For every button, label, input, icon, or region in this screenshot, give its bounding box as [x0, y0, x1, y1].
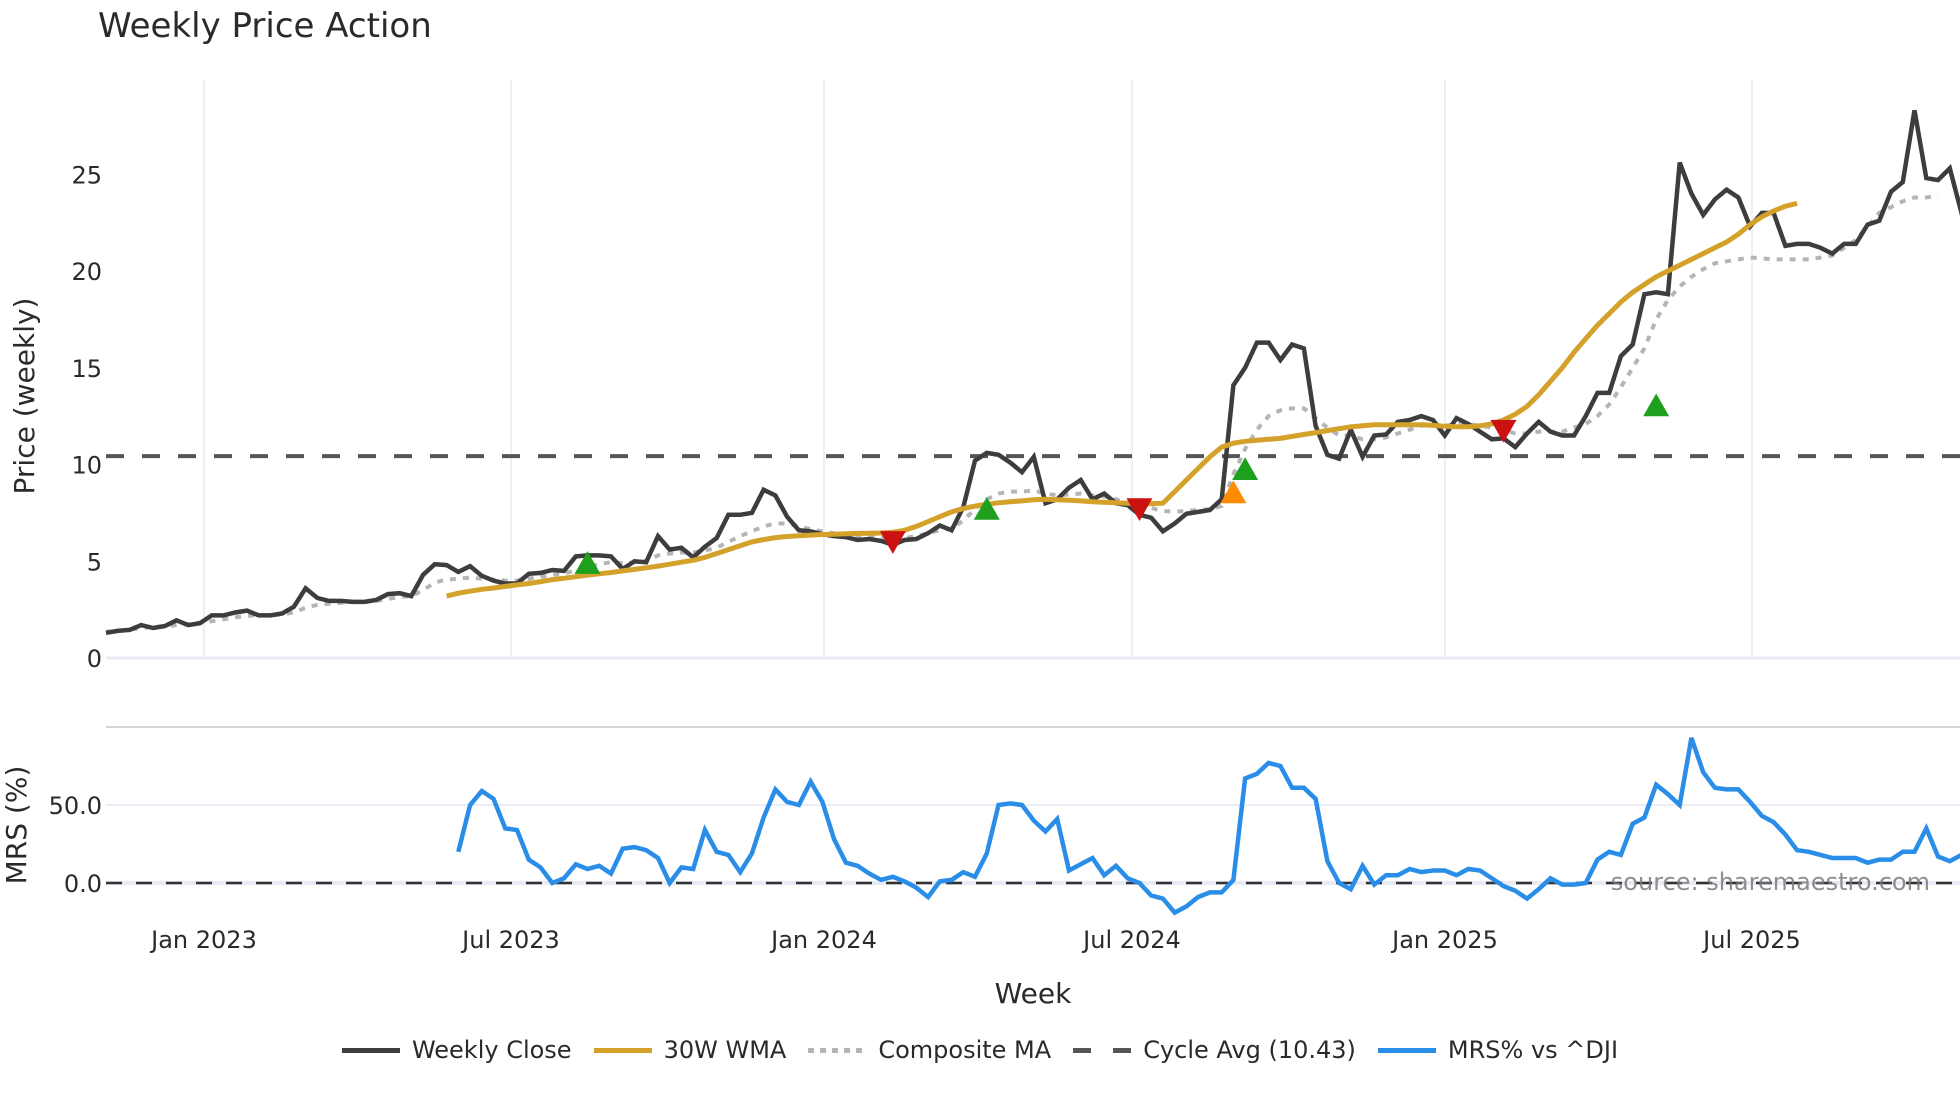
chart-legend: Weekly Close 30W WMA Composite MA Cycle Avg…	[0, 1036, 1960, 1064]
signal-markers	[574, 393, 1670, 574]
mrs-y-tick: 50.0	[49, 792, 102, 820]
legend-swatch-icon	[1073, 1047, 1132, 1053]
legend-swatch-icon	[341, 1047, 400, 1053]
legend-label: 30W WMA	[663, 1036, 787, 1064]
x-axis-ticks: Jan 2023 Jul 2023 Jan 2024 Jul 2024 Jan 2025…	[149, 926, 1801, 954]
buy-signal-triangle-up-icon	[973, 496, 1000, 520]
x-tick: Jan 2023	[149, 926, 257, 954]
buy-signal-triangle-up-icon	[1220, 480, 1247, 504]
source-watermark: source: sharemaestro.com	[1611, 868, 1930, 896]
x-axis-title: Week	[995, 977, 1072, 1010]
legend-label: Weekly Close	[411, 1036, 572, 1064]
chart-title: Weekly Price Action	[98, 6, 432, 46]
x-tick: Jul 2025	[1701, 926, 1801, 954]
price-y-tick: 20	[71, 258, 102, 286]
price-y-tick: 15	[71, 355, 102, 383]
mrs-y-tick: 0.0	[64, 870, 102, 898]
legend-item[interactable]: Weekly Close	[341, 1036, 572, 1064]
price-y-tick: 5	[87, 548, 102, 576]
x-tick: Jul 2023	[460, 926, 560, 954]
legend-label: Composite MA	[878, 1036, 1052, 1064]
legend-item[interactable]: Cycle Avg (10.43)	[1073, 1036, 1356, 1064]
price-panel-grid	[106, 80, 1960, 660]
legend-item[interactable]: 30W WMA	[593, 1036, 787, 1064]
x-tick: Jul 2024	[1081, 926, 1181, 954]
price-y-tick: 10	[71, 452, 102, 480]
price-y-axis-ticks: 0 5 10 15 20 25	[71, 161, 102, 673]
legend-swatch-icon	[808, 1047, 867, 1053]
buy-signal-triangle-up-icon	[1643, 393, 1670, 417]
mrs-line	[456, 737, 1960, 916]
sell-signal-triangle-down-icon	[879, 531, 906, 554]
price-series-lines	[105, 110, 1960, 636]
price-y-tick: 0	[87, 645, 102, 673]
legend-swatch-icon	[593, 1047, 652, 1053]
legend-item[interactable]: Composite MA	[808, 1036, 1051, 1064]
mrs-y-axis-title: MRS (%)	[0, 766, 33, 885]
price-y-axis-title: Price (weekly)	[8, 298, 41, 495]
x-tick: Jan 2024	[769, 926, 877, 954]
mrs-y-axis-ticks: 0.0 50.0	[49, 792, 102, 898]
x-tick: Jan 2025	[1390, 926, 1498, 954]
legend-label: Cycle Avg (10.43)	[1143, 1036, 1356, 1064]
sell-signal-triangle-down-icon	[1490, 419, 1517, 443]
legend-swatch-icon	[1377, 1047, 1436, 1053]
price-y-tick: 25	[71, 161, 102, 189]
mrs-series-lines	[106, 737, 1960, 916]
wma-30w-line	[445, 200, 1798, 599]
buy-signal-triangle-up-icon	[574, 551, 601, 574]
sell-signal-triangle-down-icon	[1126, 498, 1153, 522]
buy-signal-triangle-up-icon	[1232, 457, 1259, 481]
legend-label: MRS% vs ^DJI	[1447, 1036, 1619, 1064]
weekly-close-line	[105, 110, 1960, 636]
legend-item[interactable]: MRS% vs ^DJI	[1377, 1036, 1619, 1064]
